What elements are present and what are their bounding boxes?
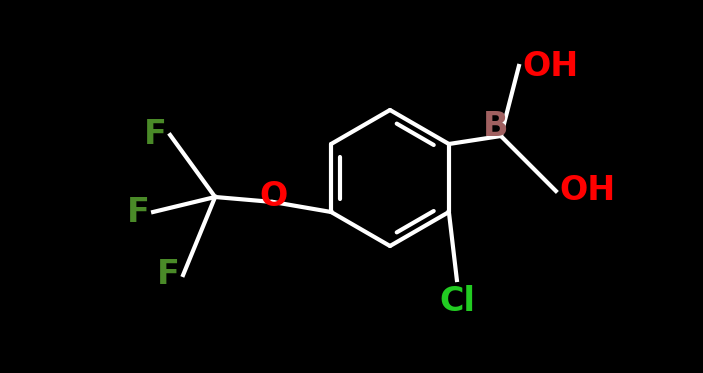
Text: B: B [483,110,509,142]
Text: OH: OH [559,175,615,207]
Text: F: F [144,119,167,151]
Text: Cl: Cl [439,285,475,318]
Text: F: F [127,195,150,229]
Text: OH: OH [522,50,578,82]
Text: F: F [157,258,180,292]
Text: O: O [259,181,288,213]
